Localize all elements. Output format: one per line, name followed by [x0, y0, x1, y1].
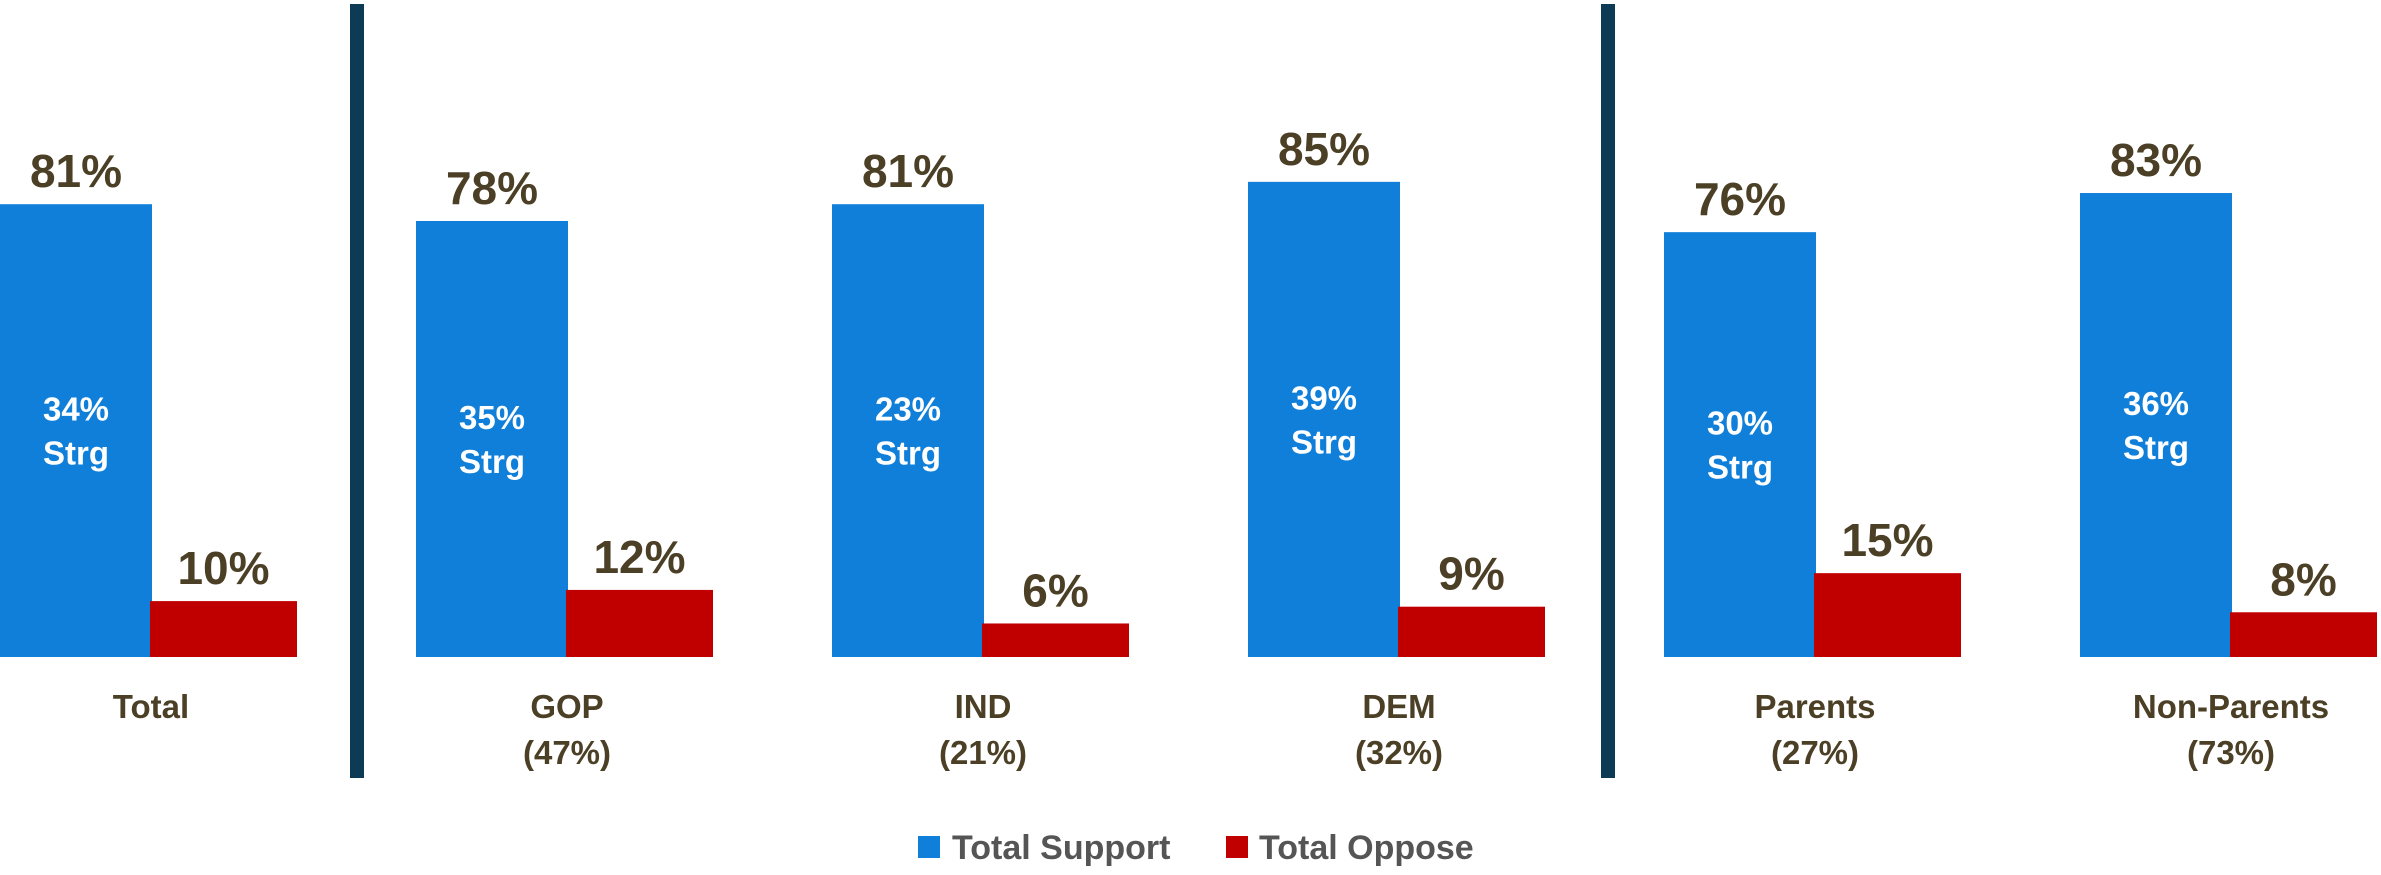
support-bar-1	[416, 221, 568, 657]
support-bar-2	[832, 204, 984, 657]
category-label-0: Total	[113, 688, 189, 725]
strong-value-label-4: 30%	[1707, 405, 1773, 442]
oppose-bar-1	[566, 590, 713, 657]
strong-text-label-5: Strg	[2123, 429, 2189, 466]
support-bar-3	[1248, 182, 1400, 657]
strong-text-label-0: Strg	[43, 435, 109, 472]
support-value-label-5: 83%	[2110, 134, 2202, 186]
oppose-bar-0	[150, 601, 297, 657]
strong-value-label-2: 23%	[875, 391, 941, 428]
category-share-label-3: (32%)	[1355, 734, 1443, 771]
oppose-value-label-4: 15%	[1841, 514, 1933, 566]
group-divider-1	[350, 4, 364, 778]
category-label-3: DEM	[1362, 688, 1435, 725]
support-bar-4	[1664, 232, 1816, 657]
oppose-bar-3	[1398, 607, 1545, 657]
legend-label-support: Total Support	[952, 829, 1170, 867]
support-bar-0	[0, 204, 152, 657]
strong-value-label-5: 36%	[2123, 385, 2189, 422]
category-share-label-5: (73%)	[2187, 734, 2275, 771]
category-label-2: IND	[955, 688, 1012, 725]
support-value-label-2: 81%	[862, 145, 954, 197]
strong-value-label-0: 34%	[43, 391, 109, 428]
oppose-bar-5	[2230, 612, 2377, 657]
strong-value-label-3: 39%	[1291, 379, 1357, 416]
legend-swatch-oppose	[1226, 836, 1248, 858]
group-divider-2	[1601, 4, 1615, 778]
legend-label-oppose: Total Oppose	[1259, 829, 1474, 867]
support-value-label-4: 76%	[1694, 173, 1786, 225]
strong-text-label-4: Strg	[1707, 449, 1773, 486]
support-bar-5	[2080, 193, 2232, 657]
category-label-4: Parents	[1754, 688, 1875, 725]
strong-text-label-1: Strg	[459, 443, 525, 480]
support-value-label-3: 85%	[1278, 123, 1370, 175]
strong-value-label-1: 35%	[459, 399, 525, 436]
category-share-label-2: (21%)	[939, 734, 1027, 771]
oppose-value-label-0: 10%	[177, 542, 269, 594]
strong-text-label-2: Strg	[875, 435, 941, 472]
category-label-1: GOP	[530, 688, 603, 725]
oppose-bar-4	[1814, 573, 1961, 657]
support-value-label-0: 81%	[30, 145, 122, 197]
support-value-label-1: 78%	[446, 162, 538, 214]
category-label-5: Non-Parents	[2133, 688, 2329, 725]
legend-swatch-support	[918, 836, 940, 858]
oppose-value-label-1: 12%	[593, 531, 685, 583]
oppose-value-label-2: 6%	[1022, 564, 1088, 616]
category-share-label-4: (27%)	[1771, 734, 1859, 771]
oppose-value-label-5: 8%	[2270, 553, 2336, 605]
oppose-value-label-3: 9%	[1438, 548, 1504, 600]
category-share-label-1: (47%)	[523, 734, 611, 771]
oppose-bar-2	[982, 623, 1129, 657]
strong-text-label-3: Strg	[1291, 423, 1357, 460]
